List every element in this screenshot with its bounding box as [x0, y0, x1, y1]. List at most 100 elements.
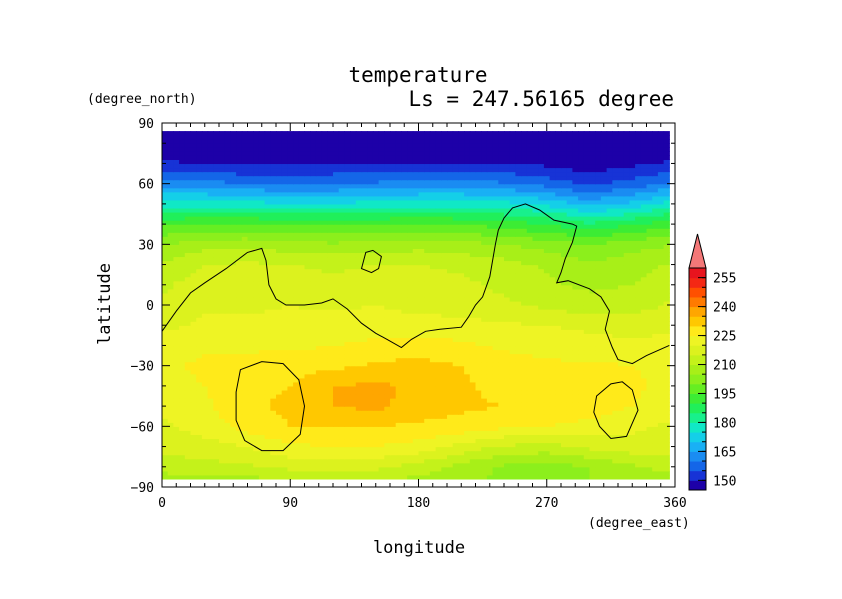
heatmap-cell [549, 454, 556, 460]
heatmap-cell [258, 373, 266, 379]
heatmap-cell [532, 272, 539, 278]
heatmap-cell [600, 410, 608, 415]
heatmap-cell [418, 422, 425, 427]
heatmap-cell [304, 389, 311, 395]
heatmap-cell [338, 434, 345, 440]
heatmap-cell [481, 341, 488, 347]
heatmap-cell [663, 430, 670, 436]
heatmap-cell [561, 414, 568, 419]
heatmap-cell [566, 280, 573, 286]
heatmap-cell [498, 434, 505, 440]
heatmap-cell [646, 284, 653, 290]
heatmap-cell [589, 357, 596, 363]
heatmap-cell [167, 393, 174, 399]
heatmap-cell [572, 410, 579, 415]
heatmap-cell [521, 296, 528, 302]
heatmap-cell [492, 365, 499, 371]
heatmap-cell [464, 272, 471, 278]
heatmap-cell [600, 389, 608, 395]
heatmap-cell [230, 365, 237, 371]
heatmap-cell [304, 264, 311, 270]
heatmap-cell [429, 454, 437, 460]
heatmap-cell [293, 357, 300, 363]
heatmap-cell [618, 418, 625, 423]
heatmap-cell [515, 317, 522, 322]
heatmap-cell [646, 280, 653, 286]
heatmap-cell [327, 329, 334, 334]
heatmap-cell [190, 276, 197, 282]
heatmap-cell [657, 446, 665, 452]
heatmap-cell [167, 333, 174, 338]
heatmap-cell [583, 288, 591, 294]
heatmap-cell [304, 406, 311, 411]
heatmap-cell [429, 305, 437, 310]
heatmap-cell [549, 414, 556, 419]
heatmap-cell [207, 284, 214, 290]
heatmap-cell [447, 260, 454, 266]
heatmap-cell [606, 264, 613, 270]
heatmap-cell [378, 426, 385, 431]
heatmap-cell [258, 276, 266, 282]
heatmap-cell [390, 418, 397, 423]
heatmap-cell [498, 268, 505, 274]
heatmap-cell [236, 398, 243, 403]
heatmap-cell [612, 264, 619, 270]
heatmap-cell [412, 398, 420, 403]
heatmap-cell [378, 422, 385, 427]
heatmap-cell [663, 349, 670, 355]
heatmap-cell [264, 434, 271, 440]
heatmap-cell [310, 410, 317, 415]
heatmap-cell [201, 434, 209, 440]
heatmap-cell [304, 454, 311, 460]
heatmap-cell [521, 309, 528, 314]
heatmap-cell [201, 462, 209, 468]
heatmap-cell [549, 466, 556, 472]
heatmap-cell [207, 256, 214, 262]
heatmap-cell [304, 280, 311, 286]
heatmap-cell [350, 381, 357, 387]
heatmap-cell [264, 466, 271, 472]
heatmap-cell [384, 333, 391, 338]
heatmap-cell [310, 296, 317, 302]
heatmap-cell [384, 341, 391, 347]
heatmap-cell [196, 393, 203, 399]
heatmap-cell [418, 296, 425, 302]
heatmap-cell [247, 252, 254, 258]
heatmap-cell [657, 406, 665, 411]
heatmap-cell [338, 369, 345, 375]
heatmap-cell [595, 333, 602, 338]
heatmap-cell [458, 414, 465, 419]
heatmap-cell [355, 313, 363, 318]
heatmap-cell [469, 361, 477, 367]
heatmap-cell [372, 300, 380, 306]
heatmap-cell [333, 414, 340, 419]
heatmap-cell [663, 284, 670, 290]
heatmap-cell [532, 280, 539, 286]
heatmap-cell [344, 377, 351, 383]
heatmap-cell [190, 398, 197, 403]
heatmap-cell [600, 418, 608, 423]
heatmap-cell [258, 410, 266, 415]
heatmap-cell [589, 373, 596, 379]
heatmap-cell [201, 458, 209, 464]
heatmap-cell [583, 377, 591, 383]
heatmap-cell [384, 474, 391, 480]
heatmap-cell [184, 252, 192, 258]
heatmap-cell [230, 317, 237, 322]
heatmap-cell [304, 361, 311, 367]
heatmap-cell [572, 454, 579, 460]
heatmap-cell [184, 385, 192, 391]
heatmap-cell [167, 353, 174, 359]
heatmap-cell [207, 458, 214, 464]
heatmap-cell [327, 410, 334, 415]
heatmap-cell [646, 446, 653, 452]
heatmap-cell [652, 373, 659, 379]
heatmap-cell [355, 296, 363, 302]
heatmap-cell [526, 422, 534, 427]
heatmap-cell [338, 406, 345, 411]
heatmap-cell [355, 341, 363, 347]
heatmap-cell [378, 309, 385, 314]
heatmap-cell [521, 357, 528, 363]
heatmap-cell [418, 309, 425, 314]
heatmap-cell [447, 337, 454, 342]
